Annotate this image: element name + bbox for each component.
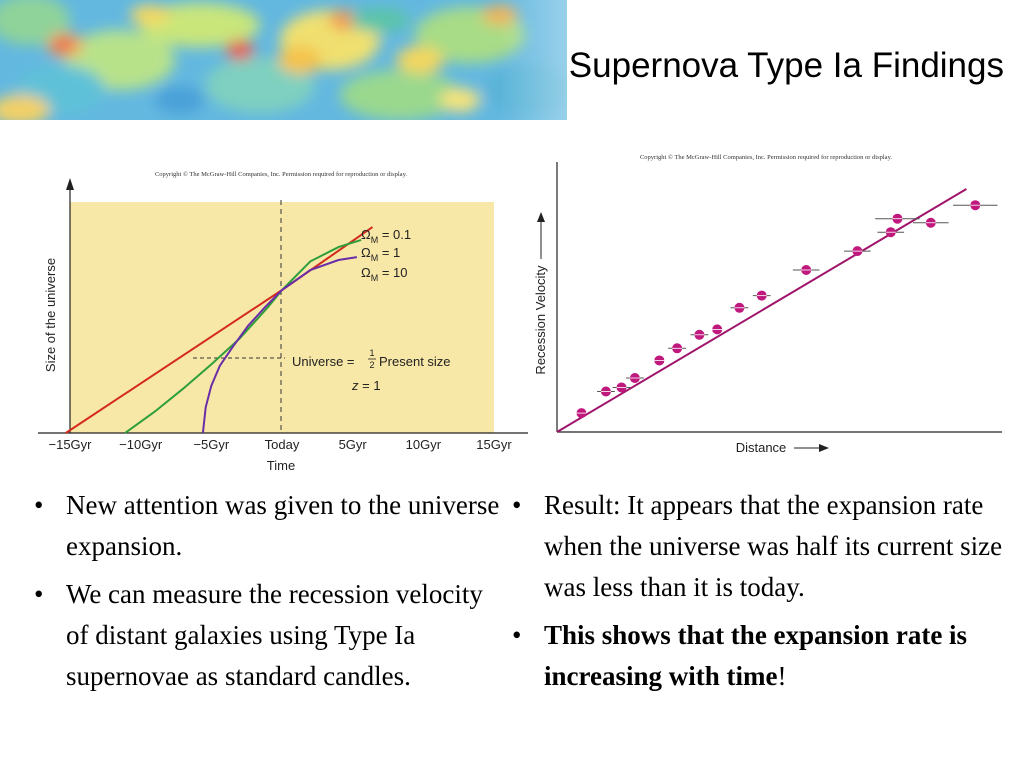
x-tick-labels: −15Gyr −10Gyr −5Gyr Today 5Gyr 10Gyr 15Gyr <box>49 437 513 452</box>
legend-omega: Ω <box>361 227 371 242</box>
cmb-banner-image <box>0 0 567 120</box>
redshift-value: = 1 <box>359 378 381 393</box>
x-tick-label: 15Gyr <box>476 437 512 452</box>
right-bullet-list: Result: It appears that the expansion ra… <box>508 485 1008 704</box>
x-tick-label: 10Gyr <box>406 437 442 452</box>
y-axis-arrow <box>66 178 74 190</box>
x-tick-label: 5Gyr <box>339 437 368 452</box>
annotation-suffix: Present size <box>379 354 451 369</box>
legend-value: = 1 <box>378 245 400 260</box>
x-tick-label: −5Gyr <box>193 437 229 452</box>
plot-background <box>70 202 494 433</box>
bullet-tail: ! <box>777 661 787 691</box>
legend-label: ΩM = 10 <box>361 265 408 283</box>
fit-line <box>556 188 967 433</box>
slide-title: Supernova Type Ia Findings <box>568 46 1004 85</box>
series-group <box>65 226 374 434</box>
cmb-map-icon <box>0 0 567 120</box>
left-chart-copyright: Copyright © The McGraw-Hill Companies, I… <box>155 171 407 178</box>
series-line <box>201 256 358 434</box>
redshift-symbol: z <box>351 378 359 393</box>
x-axis-title: Distance <box>736 440 787 455</box>
bullet-item: We can measure the recession velocity of… <box>30 574 500 697</box>
velocity-vs-distance-chart: Copyright © The McGraw-Hill Companies, I… <box>533 154 1002 455</box>
bullet-item: New attention was given to the universe … <box>30 485 500 567</box>
legend-subscript: M <box>371 235 379 245</box>
redshift-annotation: z = 1 <box>351 378 381 393</box>
legend-value: = 10 <box>378 265 407 280</box>
half-size-annotation: Universe = <box>292 354 355 369</box>
bullet-item-emphasis: This shows that the expansion rate is in… <box>508 615 1008 697</box>
x-tick-label: −15Gyr <box>49 437 93 452</box>
y-axis-title: Size of the universe <box>43 258 58 372</box>
legend: ΩM = 0.1ΩM = 1ΩM = 10 <box>361 227 411 283</box>
legend-omega: Ω <box>361 265 371 280</box>
series-group <box>556 188 998 433</box>
x-tick-label: −10Gyr <box>119 437 163 452</box>
x-tick-label: Today <box>265 437 300 452</box>
x-axis-title: Time <box>267 458 295 473</box>
bullet-bold-text: This shows that the expansion rate is in… <box>544 620 968 691</box>
x-axis-title-arrowhead <box>819 444 829 452</box>
legend-subscript: M <box>371 273 379 283</box>
y-axis-title: Recession Velocity <box>533 265 548 375</box>
left-bullet-list: New attention was given to the universe … <box>30 485 500 704</box>
size-vs-time-chart: Copyright © The McGraw-Hill Companies, I… <box>38 171 528 473</box>
y-axis-title-arrowhead <box>537 212 545 222</box>
legend-label: ΩM = 0.1 <box>361 227 411 245</box>
legend-label: ΩM = 1 <box>361 245 400 263</box>
right-chart-copyright: Copyright © The McGraw-Hill Companies, I… <box>640 154 892 161</box>
series-line <box>124 238 362 434</box>
legend-omega: Ω <box>361 245 371 260</box>
annotation-prefix: Universe = <box>292 354 355 369</box>
legend-value: = 0.1 <box>378 227 411 242</box>
legend-subscript: M <box>371 253 379 263</box>
annotation-fraction-den: 2 <box>369 360 374 370</box>
annotation-fraction-num: 1 <box>369 348 374 358</box>
bullet-item: Result: It appears that the expansion ra… <box>508 485 1008 608</box>
